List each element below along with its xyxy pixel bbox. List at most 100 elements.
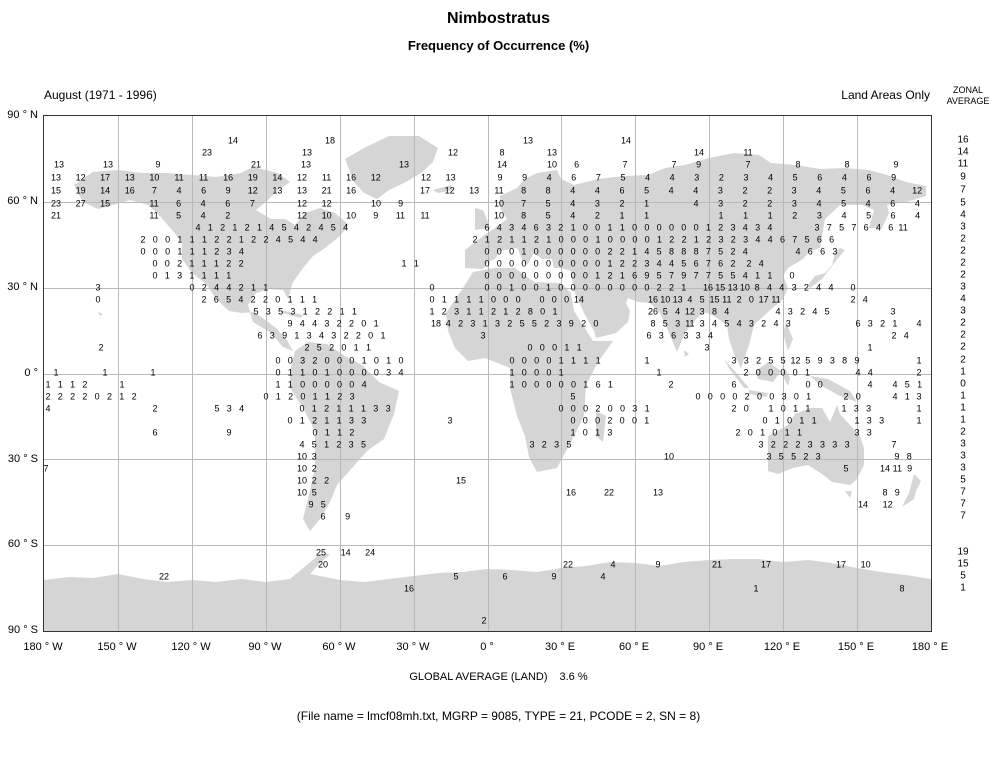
map-value: 3	[554, 439, 560, 450]
map-value: 10	[149, 172, 160, 183]
map-value: 4	[675, 306, 681, 317]
map-value: 1	[916, 403, 922, 414]
map-value: 0	[792, 367, 798, 378]
map-value: 5	[780, 355, 786, 366]
map-value: 2	[767, 185, 773, 196]
map-value: 3	[718, 198, 724, 209]
longitude-axis-label: 30 ° W	[396, 641, 430, 653]
latitude-axis-label: 0 °	[24, 367, 38, 379]
map-value: 0	[275, 294, 281, 305]
map-value: 0	[570, 246, 576, 257]
map-value: 11	[198, 172, 209, 183]
map-value: 0	[755, 367, 761, 378]
map-value: 0	[780, 403, 786, 414]
map-value: 1	[799, 415, 805, 426]
map-value: 14	[620, 135, 632, 146]
map-value: 3	[694, 172, 700, 183]
map-value: 6	[865, 185, 871, 196]
map-value: 5	[330, 222, 336, 233]
map-value: 0	[515, 294, 521, 305]
map-value: 1	[564, 342, 570, 353]
map-value: 0	[732, 391, 738, 402]
map-value: 1	[119, 391, 125, 402]
map-value: 1	[189, 234, 195, 245]
map-value: 5	[214, 403, 220, 414]
map-value: 0	[595, 258, 601, 269]
map-value: 0	[632, 222, 638, 233]
map-value: 3	[755, 222, 761, 233]
map-value: 4	[867, 379, 873, 390]
map-value: 1	[583, 379, 589, 390]
map-value: 1	[263, 282, 269, 293]
map-value: 0	[644, 234, 650, 245]
map-value: 11	[743, 147, 753, 158]
map-value: 5	[566, 439, 572, 450]
map-value: 0	[668, 222, 675, 233]
landmass-north-america	[74, 167, 349, 351]
map-value: 7	[826, 222, 832, 233]
map-value: 2	[458, 318, 464, 329]
map-value: 3	[866, 403, 872, 414]
map-value: 2	[735, 427, 741, 438]
map-value: 4	[214, 282, 220, 293]
map-value: 1	[213, 270, 220, 281]
map-value: 0	[527, 342, 533, 353]
map-value: 2	[746, 258, 752, 269]
map-value: 8	[906, 451, 912, 462]
map-value: 2	[843, 391, 849, 402]
map-value: 3	[731, 355, 737, 366]
map-value: 9	[287, 318, 293, 329]
map-value: 3	[866, 427, 872, 438]
map-value: 4	[755, 234, 761, 245]
map-value: 3	[787, 306, 793, 317]
map-value: 1	[250, 282, 257, 293]
map-value: 12	[296, 210, 308, 221]
map-value: 5	[531, 318, 537, 329]
map-value: 2	[533, 234, 540, 245]
map-value: 0	[582, 415, 588, 426]
map-value: 2	[226, 234, 232, 245]
longitude-axis-label: 120 ° E	[763, 641, 801, 653]
map-value: 25	[315, 547, 327, 558]
map-value: 0	[496, 246, 502, 257]
map-value: 0	[582, 270, 588, 281]
map-value: 0	[780, 367, 786, 378]
map-value: 8	[882, 487, 888, 498]
map-value: 2	[343, 330, 349, 341]
map-value: 3	[373, 403, 379, 414]
map-value: 0	[558, 258, 564, 269]
landmass-new-zealand	[902, 474, 921, 507]
map-value: 0	[484, 282, 490, 293]
map-value: 21	[321, 185, 332, 196]
map-value: 3	[545, 222, 552, 233]
map-value: 0	[607, 234, 613, 245]
map-value: 1	[164, 270, 170, 281]
map-value: 1	[595, 270, 601, 281]
map-value: 4	[841, 210, 847, 221]
map-value: 3	[594, 198, 600, 209]
zonal-average-value: 2	[960, 269, 966, 281]
map-value: 21	[50, 210, 62, 221]
map-value: 1	[644, 403, 650, 414]
map-value: 0	[373, 367, 379, 378]
map-value: 10	[370, 198, 382, 209]
map-value: 4	[496, 222, 502, 233]
map-value: 3	[447, 415, 453, 426]
map-value: 4	[398, 367, 404, 378]
map-value: 13	[296, 185, 308, 196]
map-value: 3	[470, 318, 476, 329]
map-value: 0	[558, 282, 564, 293]
map-value: 5	[805, 355, 811, 366]
map-value: 14	[573, 294, 584, 305]
map-value: 1	[324, 439, 330, 450]
map-value: 16	[124, 185, 135, 196]
map-value: 1	[287, 379, 293, 390]
map-value: 4	[892, 379, 898, 390]
map-value: 4	[875, 222, 882, 233]
map-value: 6	[571, 172, 577, 183]
map-value: 2	[795, 439, 801, 450]
map-value: 0	[189, 282, 195, 293]
map-value: 4	[312, 234, 318, 245]
zonal-average-value: 1	[960, 390, 966, 402]
